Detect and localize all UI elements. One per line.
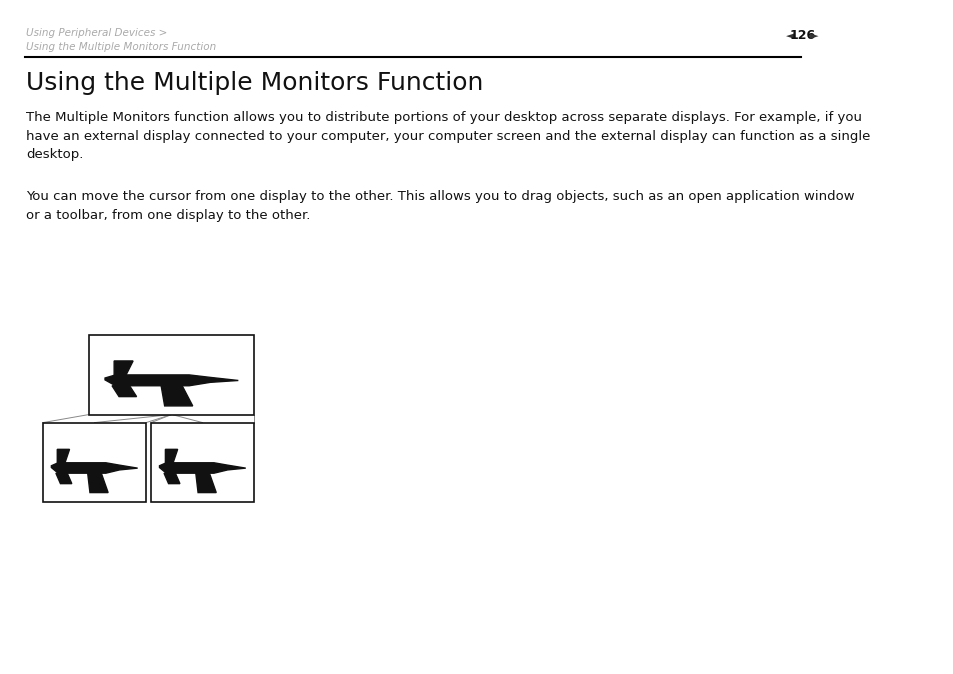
Polygon shape — [105, 375, 238, 386]
Polygon shape — [57, 450, 70, 463]
Text: Using the Multiple Monitors Function: Using the Multiple Monitors Function — [27, 42, 216, 53]
Polygon shape — [56, 473, 71, 484]
Polygon shape — [195, 473, 216, 493]
Polygon shape — [112, 386, 136, 396]
Polygon shape — [88, 473, 108, 493]
Bar — [43, 423, 146, 502]
Text: You can move the cursor from one display to the other. This allows you to drag o: You can move the cursor from one display… — [27, 190, 854, 222]
Text: ►: ► — [809, 31, 817, 40]
Polygon shape — [114, 361, 132, 375]
Polygon shape — [159, 463, 246, 473]
Polygon shape — [164, 473, 180, 484]
Text: The Multiple Monitors function allows you to distribute portions of your desktop: The Multiple Monitors function allows yo… — [27, 111, 870, 161]
Bar — [89, 335, 253, 415]
Bar — [151, 423, 253, 502]
Text: Using Peripheral Devices >: Using Peripheral Devices > — [27, 28, 168, 38]
Polygon shape — [165, 450, 177, 463]
Text: Using the Multiple Monitors Function: Using the Multiple Monitors Function — [27, 71, 483, 95]
Polygon shape — [161, 386, 193, 406]
Text: ◄: ◄ — [785, 31, 794, 40]
Text: 126: 126 — [788, 29, 815, 42]
Polygon shape — [51, 463, 137, 473]
